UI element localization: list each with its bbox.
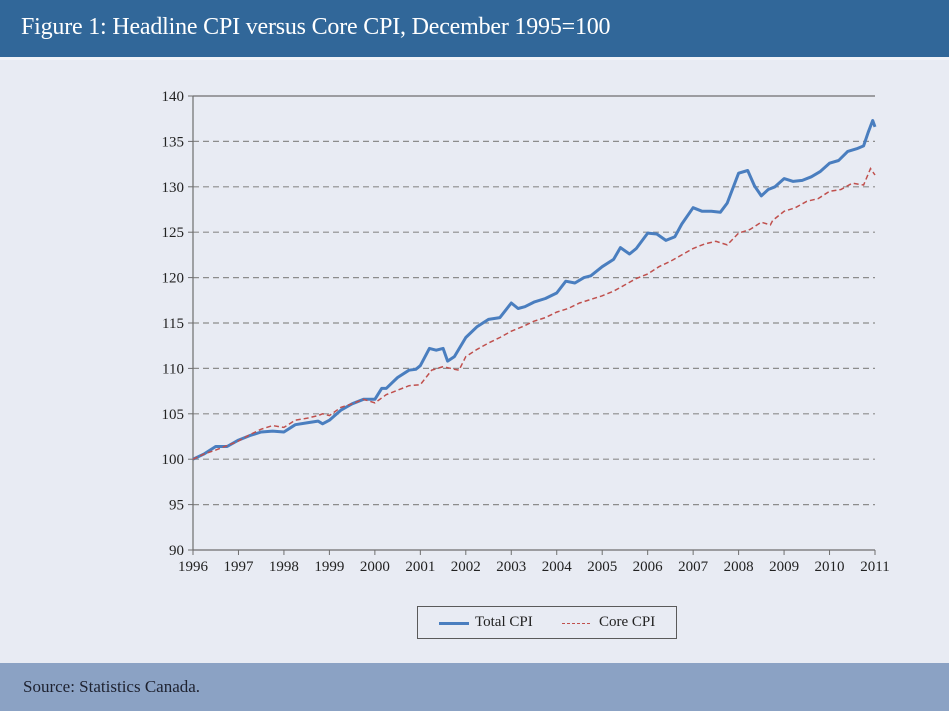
chart-legend: Total CPI Core CPI	[417, 606, 677, 639]
x-tick-label: 2002	[451, 559, 481, 575]
series-line-core-cpi	[192, 167, 876, 460]
y-tick-label: 140	[162, 89, 185, 105]
source-note: Source: Statistics Canada.	[23, 677, 201, 696]
x-tick-label: 2008	[724, 559, 754, 575]
y-tick-label: 105	[162, 407, 185, 423]
x-tick-label: 2011	[860, 559, 889, 575]
x-tick-label: 2009	[769, 559, 799, 575]
y-tick-label: 95	[169, 498, 184, 514]
y-tick-label: 135	[162, 134, 185, 150]
x-tick-label: 1997	[223, 559, 254, 575]
x-tick-label: 1999	[314, 559, 344, 575]
figure-footer: Source: Statistics Canada.	[0, 663, 949, 711]
x-tick-label: 2007	[678, 559, 709, 575]
figure-title: Figure 1: Headline CPI versus Core CPI, …	[21, 14, 611, 40]
figure-header: Figure 1: Headline CPI versus Core CPI, …	[0, 0, 949, 60]
x-tick-label: 2005	[587, 559, 617, 575]
y-tick-label: 130	[162, 180, 185, 196]
x-tick-label: 2004	[542, 559, 573, 575]
y-tick-label: 115	[162, 316, 184, 332]
legend-label-total-cpi: Total CPI	[475, 614, 533, 630]
y-tick-label: 110	[162, 361, 184, 377]
y-tick-label: 90	[169, 543, 184, 559]
y-tick-label: 125	[162, 225, 185, 241]
y-tick-label: 100	[162, 452, 185, 468]
legend-swatch-core-cpi	[562, 623, 590, 624]
y-tick-label: 120	[162, 271, 185, 287]
x-tick-label: 2010	[815, 559, 845, 575]
legend-swatch-total-cpi	[439, 622, 469, 625]
cpi-line-chart: 90 95 100 105 110 115 120 125 130 135 140 1996 1997 1…	[162, 89, 890, 575]
x-tick-label: 2000	[360, 559, 390, 575]
series-line-total-cpi	[192, 119, 877, 461]
x-tick-label: 1996	[178, 559, 209, 575]
legend-label-core-cpi: Core CPI	[599, 614, 656, 630]
x-tick-label: 2003	[496, 559, 526, 575]
x-tick-label: 2001	[405, 559, 435, 575]
chart-area: 90 95 100 105 110 115 120 125 130 135 140 1996 1997 1…	[0, 60, 949, 663]
x-tick-label: 1998	[269, 559, 299, 575]
x-tick-label: 2006	[633, 559, 664, 575]
